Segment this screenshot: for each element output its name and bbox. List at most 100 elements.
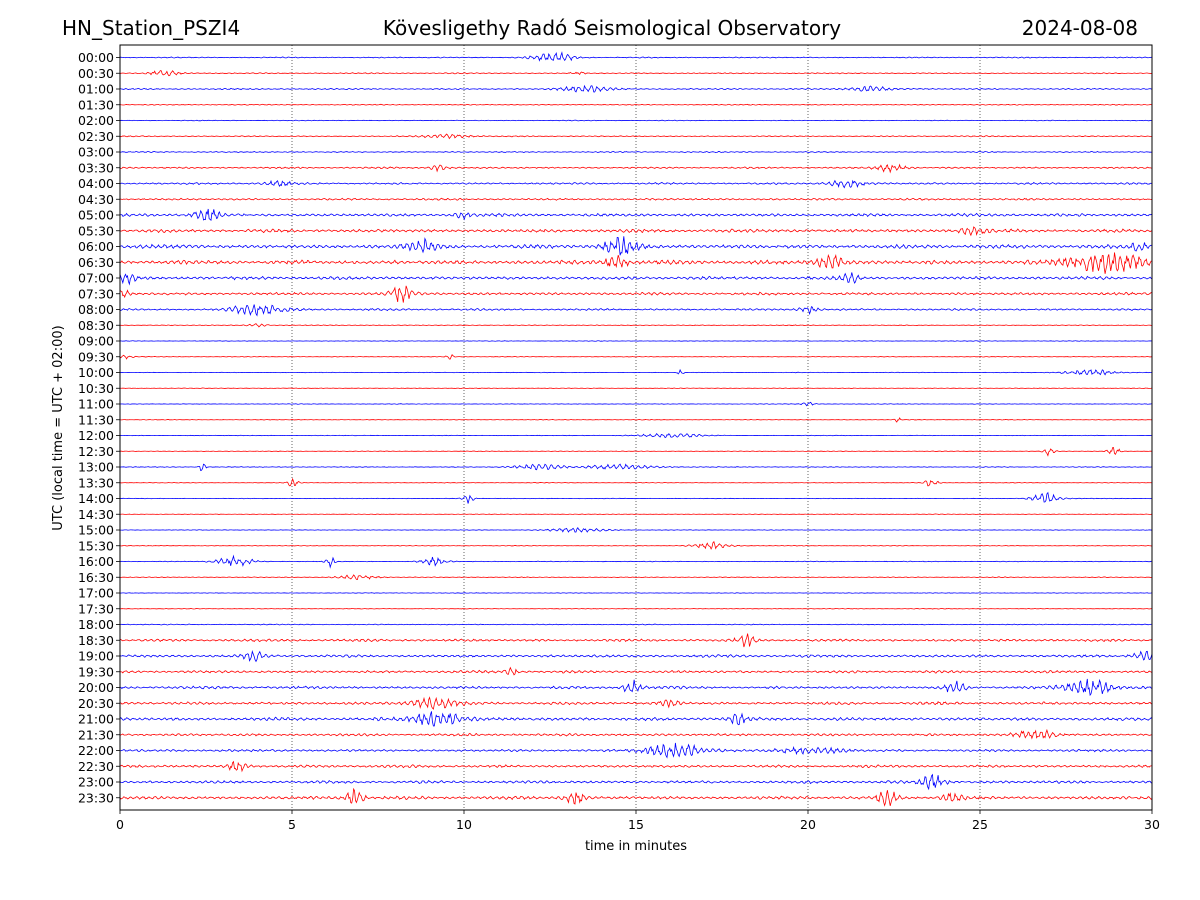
trace-2030 — [119, 696, 1153, 710]
y-tick-label: 07:30 — [78, 286, 114, 301]
y-tick-label: 08:30 — [78, 318, 114, 333]
trace-1500 — [119, 527, 1153, 533]
x-axis-ticks: 0 5 10 15 20 25 30 — [116, 810, 1160, 832]
y-tick-label: 20:30 — [78, 696, 114, 711]
trace-0300 — [119, 150, 1153, 154]
trace-1030 — [119, 387, 1153, 389]
y-tick-label: 06:00 — [78, 239, 114, 254]
y-tick-label: 01:00 — [78, 82, 114, 97]
trace-0730 — [119, 285, 1153, 303]
y-tick-label: 16:00 — [78, 554, 114, 569]
trace-1900 — [119, 650, 1153, 663]
trace-0830 — [119, 323, 1153, 328]
trace-0900 — [119, 340, 1153, 342]
y-axis-label: UTC (local time = UTC + 02:00) — [51, 325, 66, 530]
y-tick-label: 16:30 — [78, 570, 114, 585]
trace-1430 — [119, 513, 1153, 515]
trace-1600 — [119, 554, 1153, 569]
y-tick-label: 15:30 — [78, 538, 114, 553]
trace-1100 — [119, 401, 1153, 407]
y-tick-label: 05:30 — [78, 223, 114, 238]
y-tick-label: 09:30 — [78, 349, 114, 364]
y-tick-label: 10:00 — [78, 365, 114, 380]
trace-2100 — [119, 711, 1153, 727]
trace-0700 — [119, 272, 1153, 286]
trace-1700 — [119, 592, 1153, 594]
x-axis-label: time in minutes — [585, 839, 687, 854]
trace-0000 — [119, 51, 1153, 62]
y-tick-label: 22:00 — [78, 743, 114, 758]
y-tick-label: 12:00 — [78, 428, 114, 443]
trace-2330 — [119, 787, 1153, 807]
y-tick-label: 17:00 — [78, 586, 114, 601]
x-tick-label: 15 — [628, 817, 644, 832]
trace-1930 — [119, 666, 1153, 676]
trace-1630 — [119, 574, 1152, 581]
y-tick-label: 07:00 — [78, 271, 114, 286]
y-tick-label: 01:30 — [78, 97, 114, 112]
trace-2130 — [119, 728, 1153, 740]
y-tick-label: 02:30 — [78, 129, 114, 144]
y-tick-label: 22:30 — [78, 759, 114, 774]
trace-0330 — [119, 163, 1153, 174]
trace-1400 — [119, 491, 1153, 504]
seismic-traces — [119, 51, 1153, 807]
plot-frame — [119, 44, 1153, 811]
y-tick-label: 18:30 — [78, 633, 114, 648]
y-tick-label: 17:30 — [78, 601, 114, 616]
y-tick-label: 13:00 — [78, 460, 114, 475]
chart-title: Kövesligethy Radó Seismological Observat… — [383, 16, 841, 40]
trace-2230 — [119, 760, 1153, 773]
y-tick-label: 11:00 — [78, 397, 114, 412]
x-tick-label: 10 — [456, 817, 472, 832]
trace-0100 — [120, 84, 1153, 93]
trace-1200 — [120, 433, 1153, 439]
trace-0500 — [119, 208, 1153, 221]
y-tick-label: 05:00 — [78, 208, 114, 223]
trace-0430 — [119, 197, 1153, 201]
trace-0200 — [119, 119, 1153, 122]
trace-0400 — [119, 179, 1153, 189]
y-tick-label: 21:00 — [78, 712, 114, 727]
y-tick-label: 12:30 — [78, 444, 114, 459]
y-tick-label: 19:00 — [78, 649, 114, 664]
y-tick-label: 13:30 — [78, 475, 114, 490]
y-tick-label: 03:30 — [78, 160, 114, 175]
trace-0530 — [119, 226, 1153, 237]
y-tick-label: 00:30 — [78, 66, 114, 81]
y-tick-label: 18:00 — [78, 617, 114, 632]
y-tick-label: 04:30 — [78, 192, 114, 207]
trace-1300 — [119, 463, 1153, 472]
x-tick-label: 25 — [972, 817, 988, 832]
trace-1000 — [119, 368, 1153, 376]
y-tick-label: 06:30 — [78, 255, 114, 270]
y-tick-label: 09:00 — [78, 334, 114, 349]
y-tick-label: 14:30 — [78, 507, 114, 522]
y-tick-label: 04:00 — [78, 176, 114, 191]
x-tick-label: 5 — [288, 817, 296, 832]
y-tick-label: 00:00 — [78, 50, 114, 65]
y-tick-label: 19:30 — [78, 664, 114, 679]
trace-0800 — [119, 304, 1153, 317]
trace-1800 — [119, 623, 1153, 626]
y-tick-label: 15:00 — [78, 523, 114, 538]
y-tick-label: 03:00 — [78, 145, 114, 160]
y-tick-label: 11:30 — [78, 412, 114, 427]
y-tick-label: 10:30 — [78, 381, 114, 396]
trace-1530 — [119, 540, 1153, 550]
trace-1130 — [119, 417, 1153, 423]
y-tick-label: 08:00 — [78, 302, 114, 317]
y-tick-label: 02:00 — [78, 113, 114, 128]
trace-2000 — [119, 678, 1153, 697]
y-tick-label: 23:30 — [78, 790, 114, 805]
trace-0230 — [119, 133, 1153, 140]
trace-0930 — [119, 353, 1153, 360]
trace-0130 — [119, 103, 1153, 106]
trace-1730 — [119, 608, 1153, 610]
y-tick-label: 14:00 — [78, 491, 114, 506]
trace-1330 — [119, 477, 1153, 487]
x-tick-label: 30 — [1144, 817, 1160, 832]
y-axis-row-labels: 00:0000:3001:0001:3002:0002:3003:0003:30… — [78, 50, 120, 805]
